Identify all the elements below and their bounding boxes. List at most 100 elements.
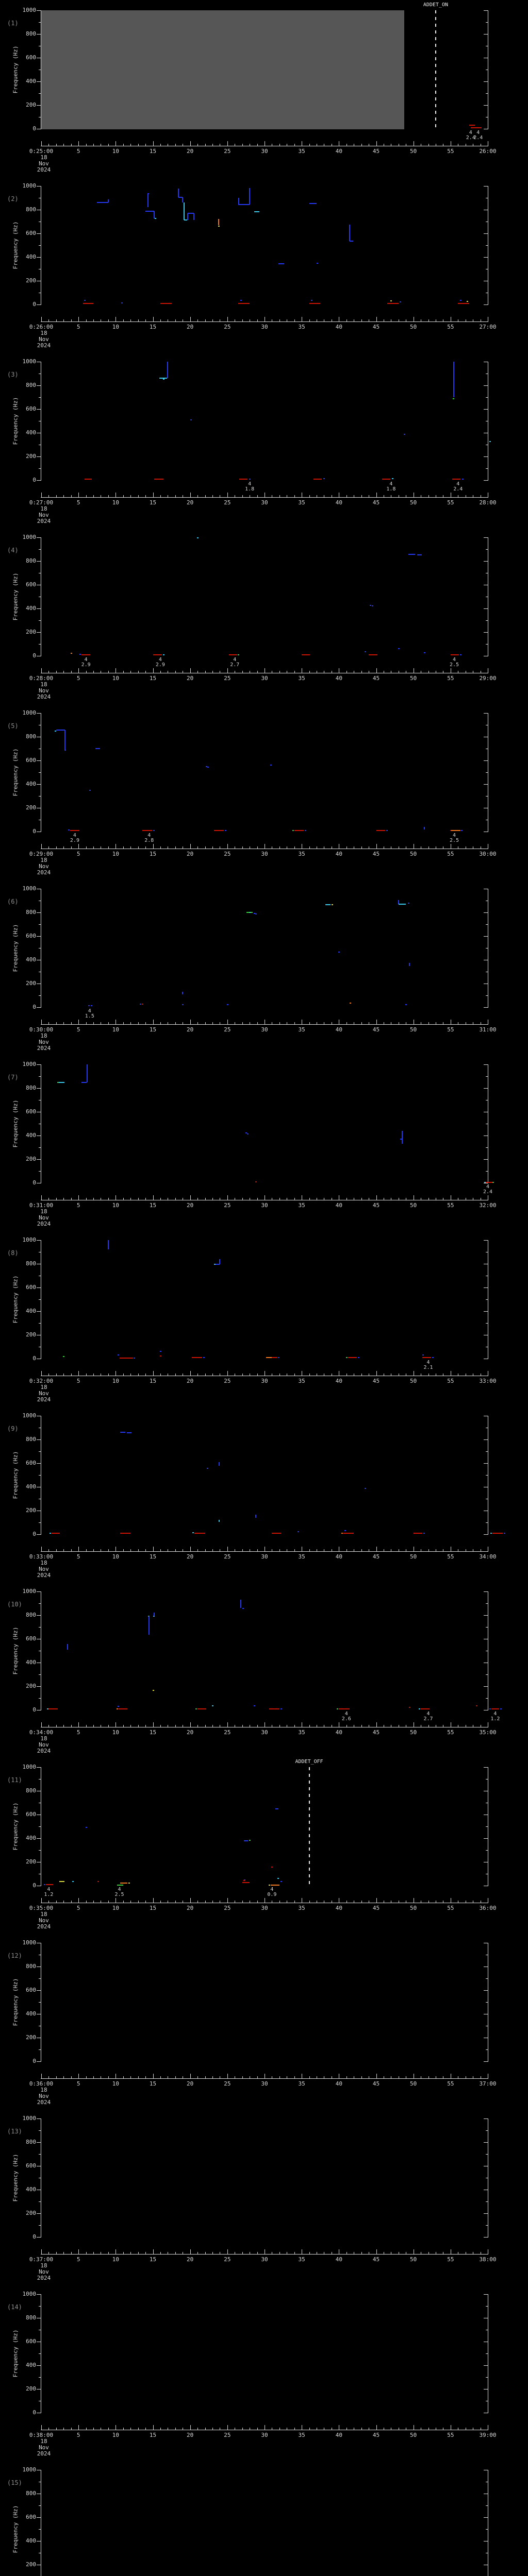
x-tick-label: 25 <box>224 2432 231 2438</box>
x-tick-label: 25 <box>224 499 231 506</box>
y-axis-tick <box>486 2130 488 2131</box>
detection-dot <box>147 1615 150 1617</box>
panel-number-label: (7) <box>7 1074 19 1081</box>
x-tick-label: 45 <box>372 2256 380 2263</box>
x-axis-tick <box>294 495 295 497</box>
detection-trace-segment <box>147 193 149 208</box>
detection-dot <box>153 1616 155 1617</box>
y-tick-label: 800 <box>26 1084 36 1091</box>
y-axis-tick <box>484 2213 488 2214</box>
x-axis-tick <box>41 2249 42 2254</box>
x-tick-label: 25 <box>224 1729 231 1736</box>
x-axis-tick <box>294 2252 295 2254</box>
x-tick-label: 20 <box>187 2256 194 2263</box>
x-axis-tick <box>71 1022 72 1024</box>
detection-dot <box>152 1690 154 1691</box>
x-tick-label: 50 <box>410 1729 417 1736</box>
detection-annotation-type: 4 <box>426 1360 430 1365</box>
detection-trace-segment <box>148 1616 150 1635</box>
y-axis-tick <box>486 1603 488 1604</box>
y-axis-tick <box>484 304 488 305</box>
x-axis-tick <box>376 1547 377 1551</box>
x-axis-tick <box>63 144 64 146</box>
x-axis <box>41 2078 488 2079</box>
y-tick-label: 200 <box>26 277 36 284</box>
x-axis-tick <box>78 2074 79 2078</box>
x-tick-label: 5 <box>76 2432 80 2438</box>
detection-dot <box>117 1708 119 1710</box>
y-tick-label: 600 <box>26 1811 36 1818</box>
detection-dot <box>97 1880 99 1882</box>
y-tick-label: 1000 <box>22 885 37 892</box>
x-axis-tick <box>175 846 176 849</box>
detection-dot <box>192 1532 194 1534</box>
x-axis-tick <box>376 1898 377 1903</box>
detection-dot <box>476 1705 478 1706</box>
detection-annotation: 4 2.5 <box>444 833 465 843</box>
x-axis-tick <box>108 671 109 673</box>
y-axis-tick <box>486 22 488 23</box>
x-axis-tick <box>205 2252 206 2254</box>
x-axis-tick <box>175 2428 176 2430</box>
y-axis-tick <box>37 760 41 761</box>
y-axis-tick <box>486 2225 488 2226</box>
x-axis-tick <box>145 144 146 146</box>
y-axis-tick <box>37 1159 41 1160</box>
y-axis-tick <box>37 2294 41 2295</box>
x-axis-date-label: 2024 <box>37 1396 51 1403</box>
detection-trace-segment <box>458 303 469 304</box>
detection-trace-segment <box>228 654 237 656</box>
x-axis-tick <box>160 846 161 849</box>
x-axis-tick <box>41 2425 42 2430</box>
x-axis-tick <box>190 844 191 849</box>
x-axis-tick <box>86 2076 87 2078</box>
y-axis-tick <box>484 1591 488 1592</box>
x-axis-tick <box>56 671 57 673</box>
y-axis-tick <box>39 2306 41 2307</box>
x-tick-label: 10 <box>112 851 119 857</box>
x-axis-tick <box>205 846 206 849</box>
x-axis-tick <box>309 1374 310 1376</box>
detection-dot <box>280 1708 282 1710</box>
x-axis-tick <box>175 671 176 673</box>
y-tick-label: 200 <box>26 2210 36 2216</box>
y-axis-tick <box>39 2201 41 2202</box>
y-tick-label: 0 <box>32 301 36 308</box>
y-axis-tick <box>484 1287 488 1288</box>
x-axis-tick <box>190 1371 191 1376</box>
y-tick-label: 400 <box>26 78 36 84</box>
detection-annotation-value: 1.2 <box>44 1892 54 1897</box>
x-tick-label: 55 <box>447 148 454 155</box>
x-tick-label: 20 <box>187 1378 194 1384</box>
x-tick-label: 40 <box>335 148 342 155</box>
event-label: ADDET_ON <box>423 2 449 8</box>
x-axis-tick <box>56 1901 57 1903</box>
x-axis-tick <box>41 1195 42 1200</box>
x-tick-label: 20 <box>187 1553 194 1560</box>
x-axis-tick <box>279 1901 280 1903</box>
x-axis-tick <box>48 495 50 497</box>
x-tick-label: 50 <box>410 1026 417 1033</box>
y-tick-label: 600 <box>26 757 36 764</box>
x-axis-date-label: Nov <box>39 2093 49 2099</box>
x-axis-tick <box>56 2428 57 2430</box>
x-axis-date-label: Nov <box>39 160 49 167</box>
detection-dot <box>249 912 251 913</box>
detection-annotation: 4 2.8 <box>139 833 159 843</box>
x-axis-tick <box>138 144 139 146</box>
detection-trace-segment <box>188 212 194 214</box>
x-tick-label: 40 <box>335 1202 342 1209</box>
x-tick-label: 5 <box>76 851 80 857</box>
y-axis-tick <box>486 549 488 550</box>
x-tick-label: 10 <box>112 1729 119 1736</box>
x-tick-label: 50 <box>410 1905 417 1911</box>
x-axis-tick <box>145 495 146 497</box>
x-axis-tick <box>78 2425 79 2430</box>
x-tick-label: 15 <box>149 675 157 682</box>
x-tick-label: 50 <box>410 2432 417 2438</box>
x-tick-label: 30 <box>261 499 268 506</box>
x-axis-tick <box>242 1901 243 1903</box>
x-tick-label: 45 <box>372 851 380 857</box>
y-tick-label: 200 <box>26 453 36 460</box>
detection-dot <box>398 648 400 650</box>
